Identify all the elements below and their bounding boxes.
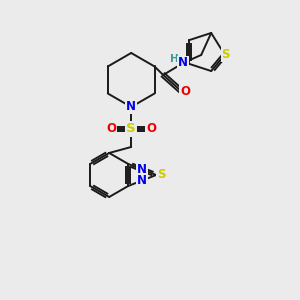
- Text: S: S: [157, 169, 166, 182]
- Text: O: O: [180, 85, 190, 98]
- Text: S: S: [126, 122, 136, 136]
- Text: N: N: [137, 174, 147, 187]
- Text: O: O: [146, 122, 156, 136]
- Text: N: N: [137, 163, 147, 176]
- Text: H: H: [170, 54, 178, 64]
- Text: N: N: [126, 100, 136, 113]
- Text: S: S: [222, 48, 230, 61]
- Text: N: N: [178, 56, 188, 70]
- Text: O: O: [106, 122, 116, 136]
